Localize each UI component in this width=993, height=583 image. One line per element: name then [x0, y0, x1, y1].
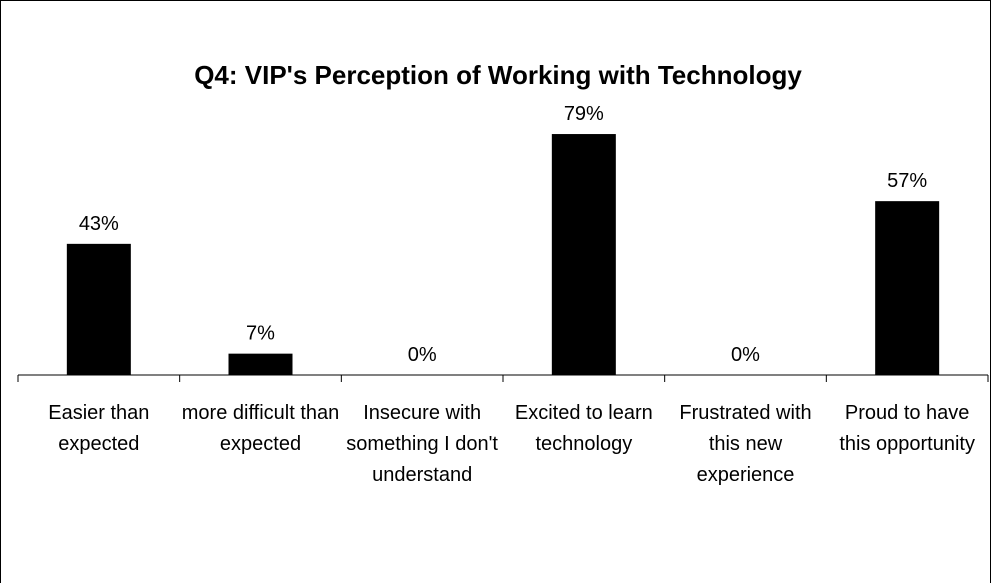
data-label: 43% — [79, 213, 119, 235]
x-tick-label: more difficult than expected — [181, 402, 340, 455]
x-tick-label: Insecure with something I don't understa… — [346, 402, 498, 486]
data-label: 57% — [887, 170, 927, 192]
x-tick-label: Easier than expected — [48, 402, 150, 455]
x-tick-label: Excited to learn technology — [514, 402, 653, 455]
data-label: 0% — [731, 344, 760, 366]
bar — [875, 201, 940, 375]
data-label: 79% — [564, 103, 604, 125]
bar — [228, 353, 293, 375]
bar — [551, 134, 616, 375]
x-tick-label: Proud to have this opportunity — [839, 402, 975, 455]
bar — [66, 243, 131, 375]
x-tick-label: Frustrated with this new experience — [679, 402, 812, 486]
chart-title: Q4: VIP's Perception of Working with Tec… — [194, 60, 802, 90]
data-label: 7% — [246, 323, 275, 345]
data-label: 0% — [408, 344, 437, 366]
